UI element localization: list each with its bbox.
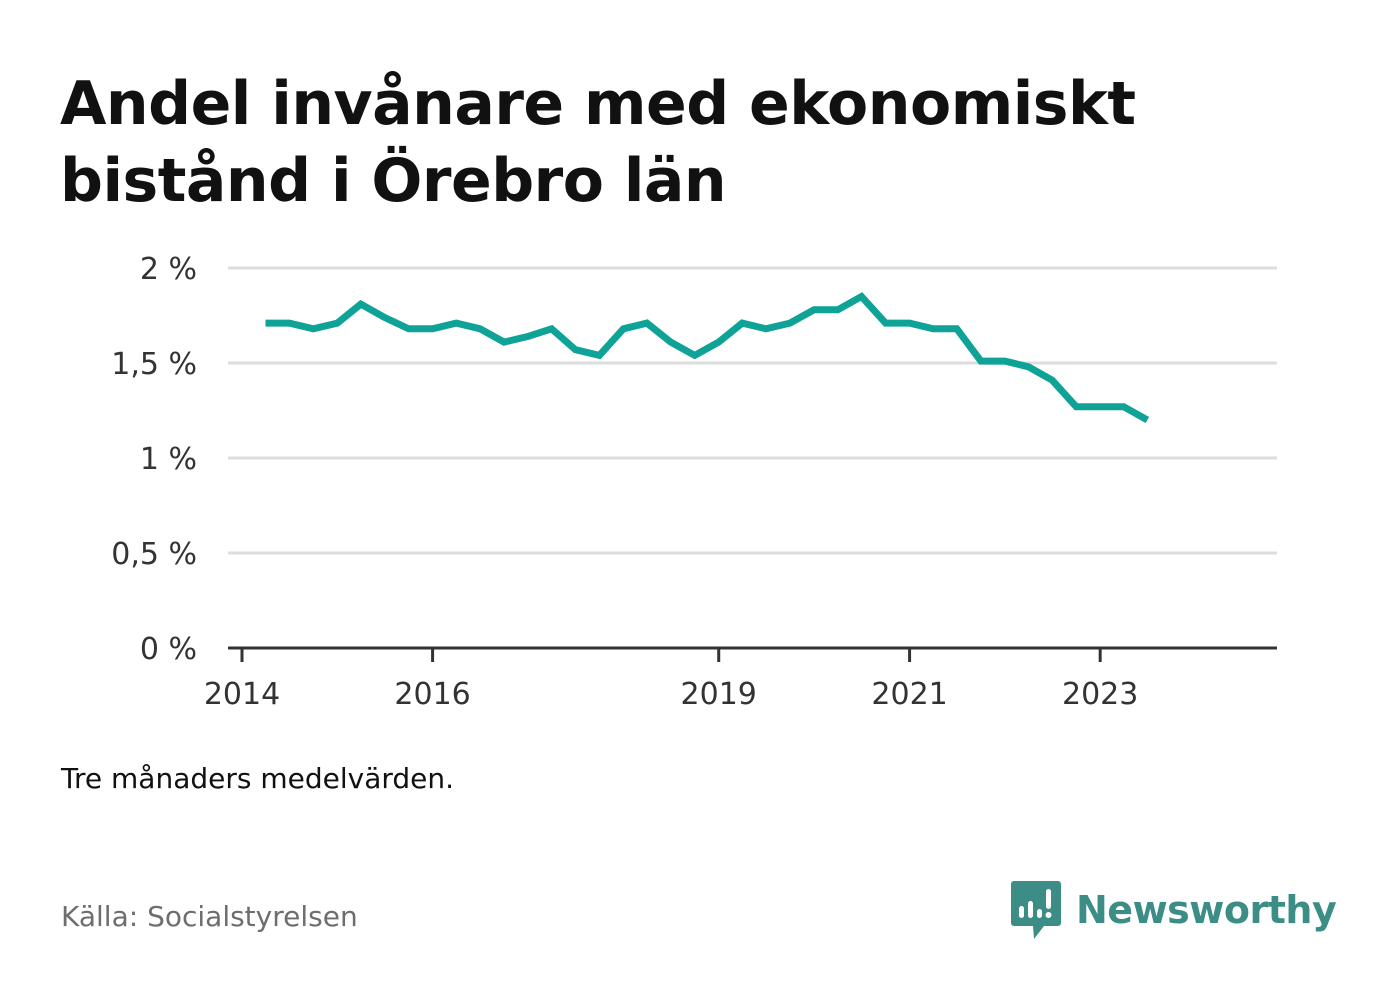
- x-tick-label: 2016: [394, 677, 470, 712]
- x-tick-label: 2014: [204, 677, 280, 712]
- y-tick-label: 2 %: [140, 252, 197, 287]
- chart-note: Tre månaders medelvärden.: [61, 762, 455, 795]
- series-line: [265, 292, 1150, 424]
- x-tick-label: 2023: [1062, 677, 1138, 712]
- y-tick-label: 1,5 %: [111, 347, 197, 382]
- brand-logo[interactable]: Newsworthy: [1010, 878, 1337, 942]
- x-tick-label: 2019: [681, 677, 757, 712]
- newsworthy-logo-icon: [1011, 881, 1061, 939]
- x-tick-label: 2021: [871, 677, 947, 712]
- brand-name: Newsworthy: [1076, 888, 1337, 932]
- x-axis-ticks: 2014 2016 2019 2021 2023: [204, 648, 1138, 712]
- y-axis-ticks: 0 % 0,5 % 1 % 1,5 % 2 %: [111, 252, 197, 667]
- y-tick-label: 1 %: [140, 442, 197, 477]
- gridlines: [228, 266, 1277, 555]
- y-tick-label: 0 %: [140, 632, 197, 667]
- source-credit: Källa: Socialstyrelsen: [61, 900, 358, 933]
- chart-title: Andel invånare med ekonomiskt bistånd i …: [60, 69, 1136, 216]
- series-group: [265, 292, 1150, 424]
- y-tick-label: 0,5 %: [111, 537, 197, 572]
